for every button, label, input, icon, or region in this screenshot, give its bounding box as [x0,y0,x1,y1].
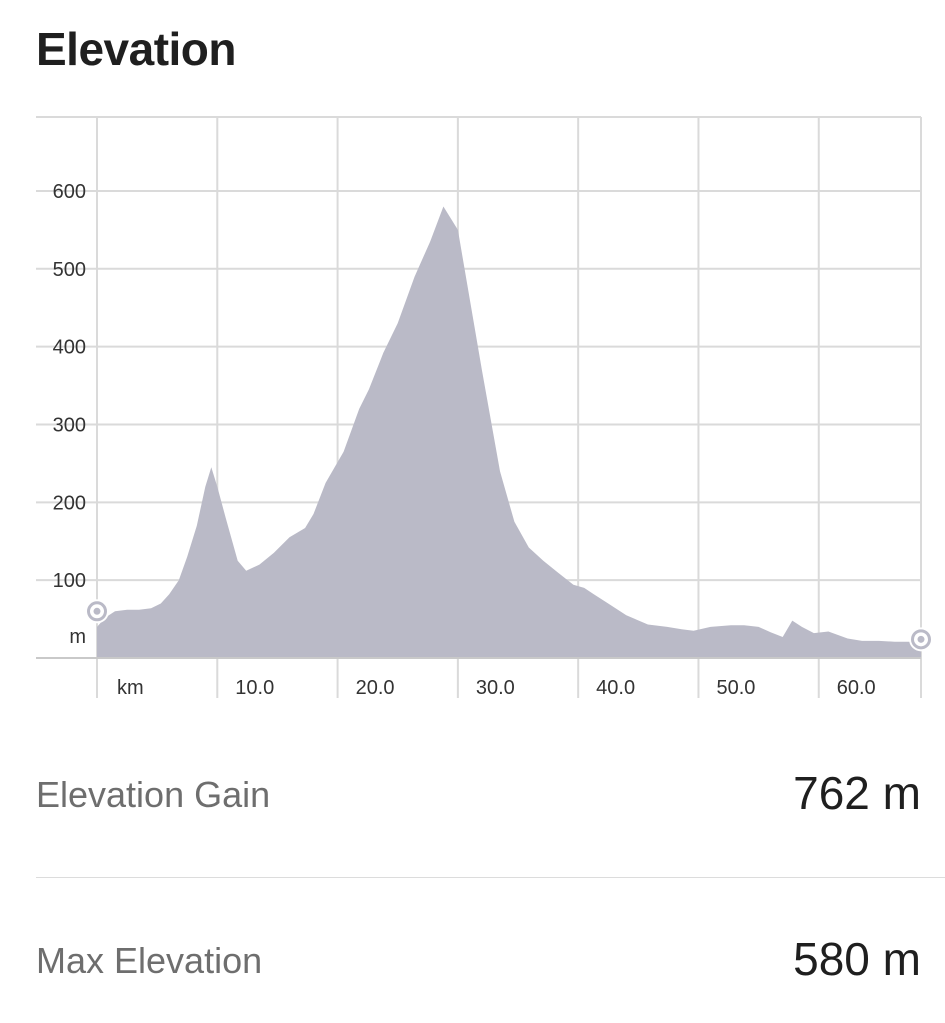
y-tick-label: 300 [53,414,86,436]
y-tick-label: 600 [53,181,86,203]
y-axis-unit-label: m [69,626,86,648]
elevation-chart: 100 200 300 400 500 600 10.0 20.0 30.0 40.0 50.0 60… [36,116,933,699]
x-tick-label: 10.0 [235,677,274,699]
max-elevation-value: 580 m [793,933,921,985]
x-axis-unit-label: km [117,677,144,699]
x-tick-label: 30.0 [476,677,515,699]
stats-divider [36,877,945,878]
start-marker-dot [93,607,101,615]
y-tick-label: 500 [53,259,86,281]
start-marker-ring [87,601,107,622]
elevation-gain-value: 762 m [793,767,921,819]
x-tick-label: 20.0 [356,677,395,699]
y-tick-label: 200 [53,492,86,514]
y-tick-label: 100 [53,570,86,592]
page-title: Elevation [36,23,237,75]
max-elevation-label: Max Elevation [36,940,263,981]
x-tick-label: 60.0 [837,677,876,699]
y-tick-label: 400 [53,337,86,359]
elevation-gain-label: Elevation Gain [36,774,271,815]
elevation-area [97,206,921,658]
end-marker-dot [917,635,925,643]
x-tick-label: 40.0 [596,677,635,699]
x-tick-label: 50.0 [716,677,755,699]
end-marker-ring [911,629,931,650]
